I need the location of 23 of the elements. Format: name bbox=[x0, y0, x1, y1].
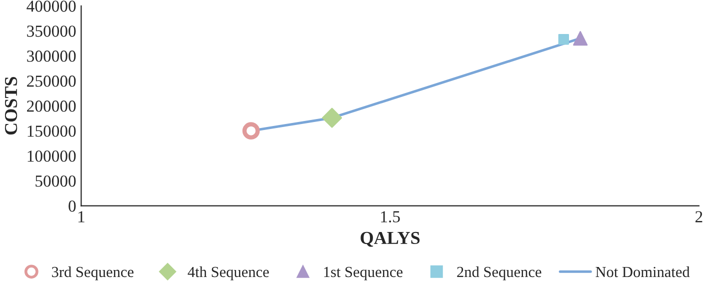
y-tick-label: 0 bbox=[68, 200, 76, 212]
y-tick-label: 100000 bbox=[28, 150, 76, 162]
point bbox=[322, 108, 342, 128]
legend-label: 1st Sequence bbox=[324, 266, 402, 280]
y-tick-label: 350000 bbox=[27, 26, 76, 37]
y-tick-label: 400000 bbox=[26, 0, 76, 12]
y-tick-label: 150000 bbox=[28, 126, 76, 137]
x-tick-label: 2 bbox=[696, 211, 702, 222]
legend-label: Not Dominated bbox=[596, 266, 690, 278]
x-tick-label: 1 bbox=[78, 211, 84, 222]
y-tick-label: 300000 bbox=[27, 50, 76, 62]
point bbox=[558, 34, 570, 45]
y-axis-title: COSTS bbox=[4, 77, 18, 135]
x-tick-label: 1.5 bbox=[381, 211, 400, 222]
x-axis-title: QALYS bbox=[360, 232, 420, 247]
y-tick-label: 250000 bbox=[27, 76, 76, 87]
point bbox=[573, 31, 588, 46]
legend-label: 4th Sequence bbox=[188, 266, 269, 280]
y-tick-label: 50000 bbox=[36, 176, 76, 187]
y-tick-label: 200000 bbox=[27, 100, 76, 112]
point bbox=[242, 122, 260, 140]
legend-label: 3rd Sequence bbox=[52, 266, 134, 280]
legend-label: 2nd Sequence bbox=[457, 266, 542, 280]
